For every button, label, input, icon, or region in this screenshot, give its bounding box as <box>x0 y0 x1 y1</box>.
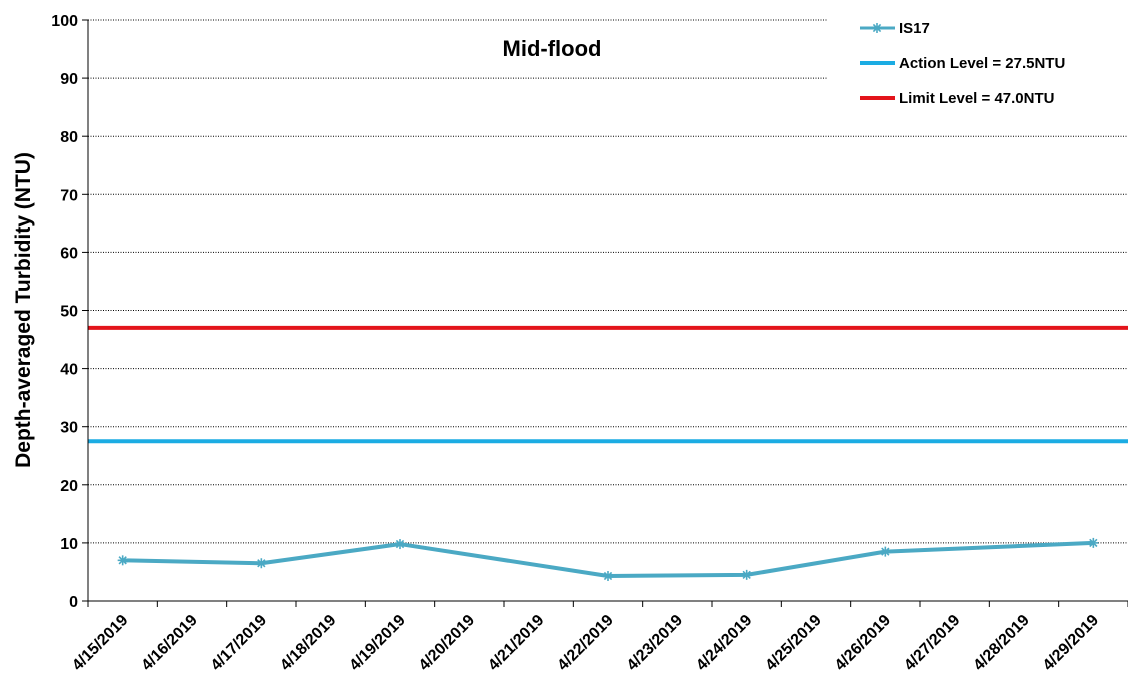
y-tick-label: 70 <box>60 187 78 204</box>
data-point-marker <box>1088 537 1099 548</box>
y-tick-label: 100 <box>51 13 78 30</box>
y-tick-label: 0 <box>69 594 78 611</box>
x-tick-label: 4/16/2019 <box>138 612 200 674</box>
y-tick-label: 40 <box>60 362 78 379</box>
x-tick-label: 4/19/2019 <box>346 612 408 674</box>
data-point-marker <box>603 571 613 582</box>
data-point-marker <box>880 546 891 557</box>
x-tick-label: 4/25/2019 <box>762 612 824 674</box>
data-point-marker <box>872 23 882 33</box>
y-tick-label: 50 <box>60 304 78 321</box>
y-tick-label: 20 <box>60 478 78 495</box>
x-tick-label: 4/15/2019 <box>69 612 131 674</box>
y-tick-label: 60 <box>60 245 78 262</box>
x-tick-label: 4/22/2019 <box>554 612 616 674</box>
y-axis-title: Depth-averaged Turbidity (NTU) <box>12 152 35 468</box>
data-point-marker <box>741 569 752 580</box>
data-point-marker <box>117 555 128 566</box>
x-tick-label: 4/28/2019 <box>970 612 1032 674</box>
data-point-marker <box>395 539 405 550</box>
x-tick-label: 4/27/2019 <box>901 612 963 674</box>
x-tick-label: 4/17/2019 <box>208 612 270 674</box>
x-tick-label: 4/23/2019 <box>624 612 686 674</box>
x-tick-label: 4/18/2019 <box>277 612 339 674</box>
series-layer <box>117 537 1099 582</box>
y-tick-label: 90 <box>60 71 78 88</box>
legend-label: IS17 <box>899 20 930 37</box>
x-tick-label: 4/29/2019 <box>1040 612 1102 674</box>
legend-label: Action Level = 27.5NTU <box>899 55 1065 72</box>
y-tick-label: 80 <box>60 129 78 146</box>
y-tick-label: 10 <box>60 536 78 553</box>
data-point-marker <box>256 558 267 569</box>
gridlines <box>88 19 1128 544</box>
legend-label: Limit Level = 47.0NTU <box>899 90 1054 107</box>
y-tick-label: 30 <box>60 420 78 437</box>
x-tick-label: 4/20/2019 <box>416 612 478 674</box>
x-tick-label: 4/26/2019 <box>832 612 894 674</box>
legend: IS17 Action Level = 27.5NTU Limit Level = … <box>828 6 1128 118</box>
x-tick-label: 4/21/2019 <box>485 612 547 674</box>
x-tick-label: 4/24/2019 <box>693 612 755 674</box>
reference-lines <box>88 325 1128 444</box>
chart-title: Mid-flood <box>503 36 602 61</box>
